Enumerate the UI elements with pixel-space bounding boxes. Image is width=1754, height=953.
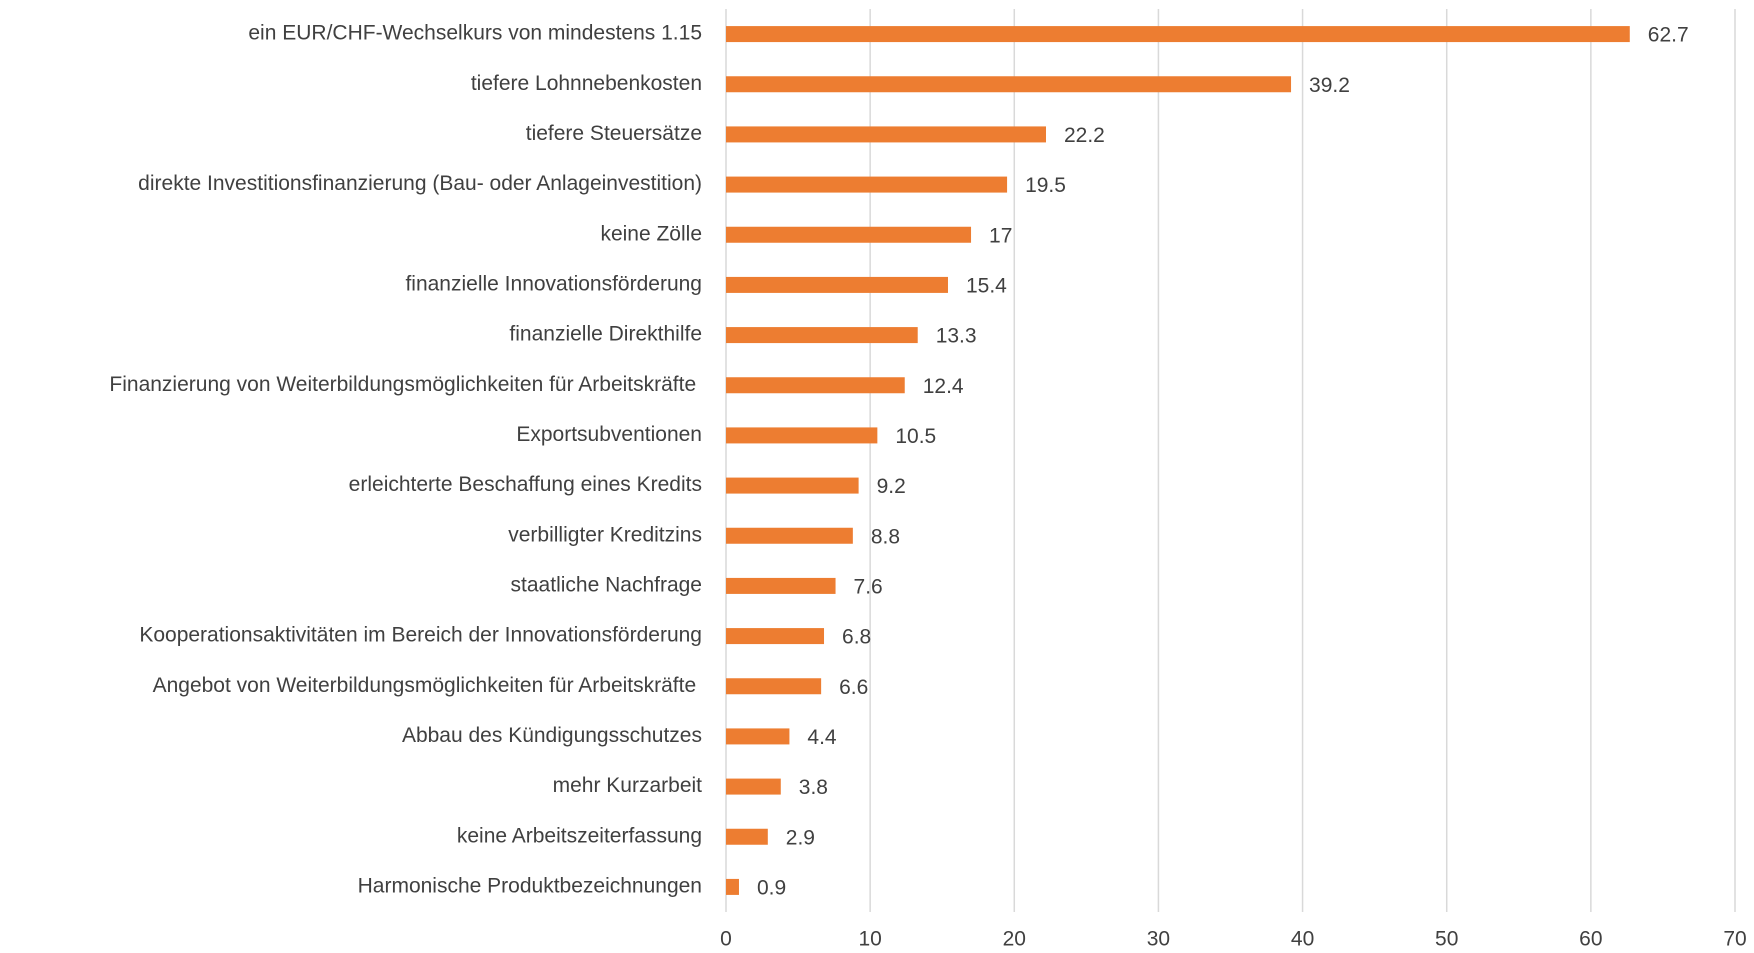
bar	[726, 678, 822, 695]
x-tick-label: 30	[1147, 928, 1170, 951]
y-tick-label: Harmonische Produktbezeichnungen	[358, 874, 702, 897]
bar	[726, 778, 781, 795]
y-tick-label: finanzielle Innovationsförderung	[405, 272, 702, 295]
data-label: 0.9	[757, 876, 786, 899]
bar	[726, 276, 948, 293]
data-label: 7.6	[854, 575, 883, 598]
x-tick-label: 60	[1579, 928, 1602, 951]
x-tick-label: 70	[1723, 928, 1746, 951]
y-tick-label: tiefere Lohnnebenkosten	[471, 72, 702, 95]
y-tick-label: mehr Kurzarbeit	[553, 774, 703, 797]
data-label: 4.4	[807, 726, 837, 749]
bar	[726, 327, 918, 344]
x-tick-label: 10	[858, 928, 881, 951]
y-tick-label: verbilligter Kreditzins	[508, 523, 702, 546]
x-tick-label: 20	[1003, 928, 1026, 951]
bar	[726, 628, 825, 645]
y-tick-label: direkte Investitionsfinanzierung (Bau- o…	[138, 172, 702, 195]
y-tick-label: Kooperationsaktivitäten im Bereich der I…	[139, 624, 702, 647]
bar	[726, 477, 859, 494]
data-label: 6.6	[839, 676, 868, 699]
data-label: 12.4	[923, 375, 964, 398]
data-label: 6.8	[842, 626, 871, 649]
bar	[726, 527, 853, 544]
data-label: 15.4	[966, 274, 1007, 297]
bar	[726, 828, 768, 845]
y-tick-label: Angebot von Weiterbildungsmöglichkeiten …	[153, 674, 702, 697]
y-tick-label: finanzielle Direkthilfe	[509, 323, 702, 346]
x-tick-label: 40	[1291, 928, 1314, 951]
y-tick-label: ein EUR/CHF-Wechselkurs von mindestens 1…	[248, 22, 702, 45]
y-tick-label: keine Arbeitszeiterfassung	[457, 824, 702, 847]
data-label: 3.8	[799, 776, 828, 799]
data-label: 10.5	[895, 425, 936, 448]
bar	[726, 728, 790, 745]
data-label: 8.8	[871, 525, 900, 548]
data-label: 13.3	[936, 325, 977, 348]
y-tick-label: tiefere Steuersätze	[526, 122, 702, 145]
x-tick-label: 50	[1435, 928, 1458, 951]
y-tick-label: staatliche Nachfrage	[511, 573, 702, 596]
data-label: 17	[989, 224, 1012, 247]
data-label: 19.5	[1025, 174, 1066, 197]
data-label: 2.9	[786, 826, 815, 849]
bar	[726, 26, 1630, 43]
bar	[726, 577, 836, 594]
bar	[726, 377, 905, 394]
y-tick-label: Abbau des Kündigungsschutzes	[402, 724, 702, 747]
bar	[726, 427, 878, 444]
x-tick-label: 0	[720, 928, 732, 951]
data-label: 22.2	[1064, 124, 1105, 147]
y-tick-label: Finanzierung von Weiterbildungsmöglichke…	[109, 373, 702, 396]
bar	[726, 176, 1008, 193]
data-label: 39.2	[1309, 74, 1350, 97]
y-tick-label: Exportsubventionen	[516, 423, 702, 446]
data-label: 9.2	[877, 475, 906, 498]
bar	[726, 76, 1292, 93]
bar	[726, 878, 739, 895]
bar	[726, 126, 1046, 143]
bar	[726, 226, 972, 243]
y-tick-label: erleichterte Beschaffung eines Kredits	[349, 473, 702, 496]
data-label: 62.7	[1648, 24, 1689, 47]
y-tick-label: keine Zölle	[600, 222, 702, 245]
